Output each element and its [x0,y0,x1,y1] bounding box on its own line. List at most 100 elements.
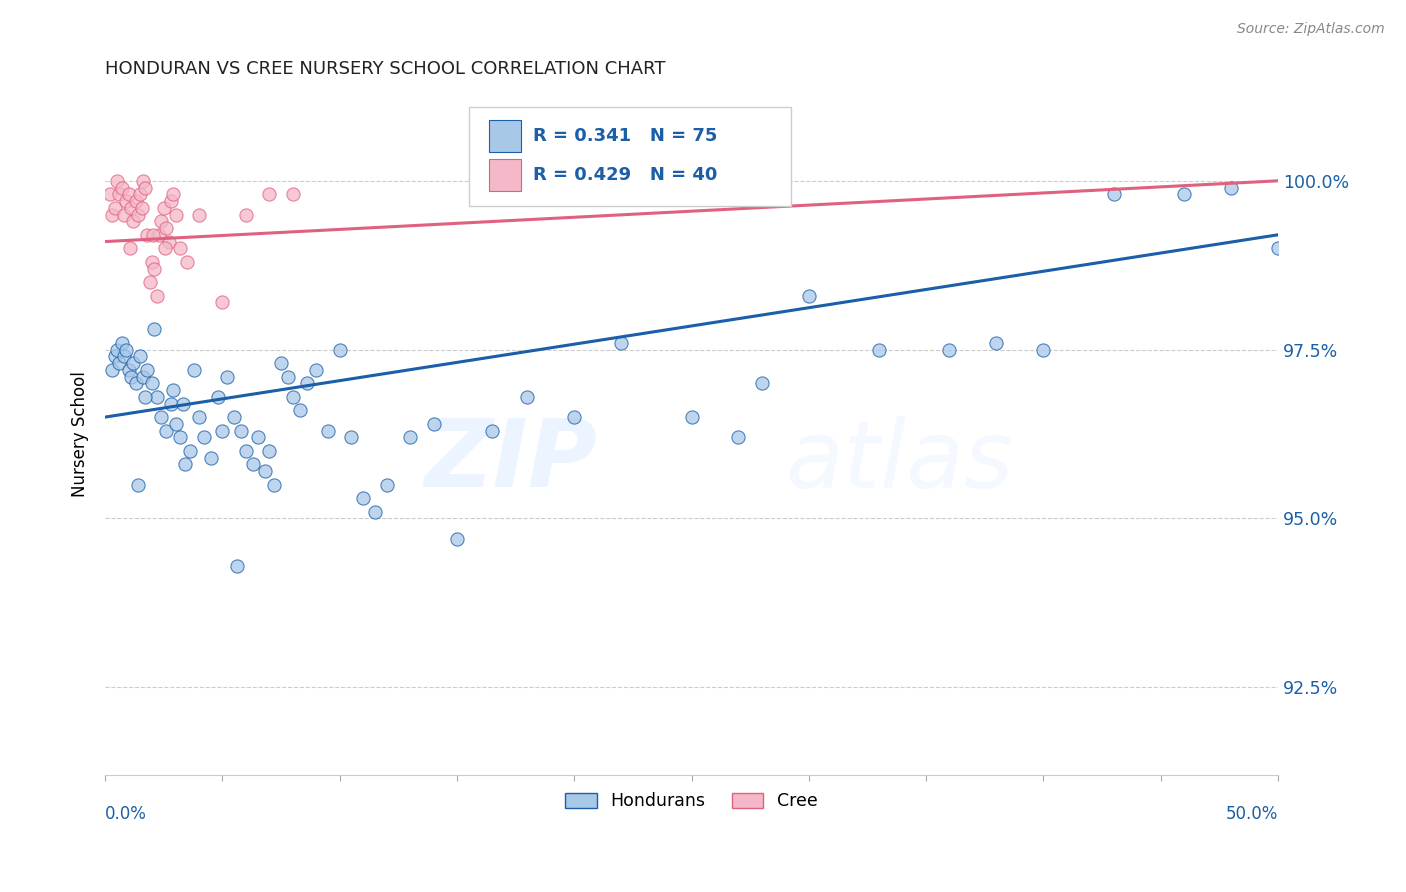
Point [235,443,257,458]
Point [1032,343,1054,357]
Point [200,450,222,465]
Point [111,180,134,194]
Point [162,187,184,202]
Point [129,349,152,363]
Point [193,430,215,444]
Point [1219,180,1241,194]
Point [108,187,131,202]
Point [751,376,773,391]
Point [727,430,749,444]
Point [340,430,363,444]
Point [305,363,328,377]
Point [610,335,633,350]
Point [136,363,159,377]
Point [183,363,205,377]
Point [112,208,135,222]
Point [516,390,538,404]
Point [112,349,135,363]
Point [1102,187,1125,202]
Point [150,410,173,425]
Point [153,201,176,215]
Y-axis label: Nursery School: Nursery School [72,371,89,497]
Point [132,174,155,188]
Point [329,343,352,357]
Point [162,383,184,397]
Point [131,201,153,215]
Point [207,390,229,404]
Point [105,174,128,188]
Point [146,390,169,404]
Point [108,356,131,370]
Point [174,458,197,472]
Point [127,208,149,222]
Point [242,458,264,472]
Point [155,221,177,235]
Text: HONDURAN VS CREE NURSERY SCHOOL CORRELATION CHART: HONDURAN VS CREE NURSERY SCHOOL CORRELAT… [105,60,665,78]
Point [165,417,187,431]
Point [263,477,285,491]
Point [217,369,239,384]
Point [125,376,148,391]
Point [375,477,398,491]
Point [295,376,318,391]
Point [562,410,585,425]
Legend: Hondurans, Cree: Hondurans, Cree [558,786,824,817]
Point [172,396,194,410]
Point [142,227,165,242]
Point [150,214,173,228]
Point [118,363,141,377]
Text: 0.0%: 0.0% [105,805,148,823]
Point [160,194,183,208]
Point [364,505,387,519]
Point [211,424,233,438]
Text: R = 0.429   N = 40: R = 0.429 N = 40 [533,166,717,184]
Point [277,369,299,384]
Point [120,369,142,384]
Point [211,295,233,310]
Point [224,410,246,425]
Point [165,208,187,222]
Point [288,403,311,417]
Point [122,214,145,228]
Point [235,208,257,222]
Point [176,255,198,269]
Point [938,343,960,357]
Text: R = 0.341   N = 75: R = 0.341 N = 75 [533,127,717,145]
FancyBboxPatch shape [468,107,792,205]
Point [281,187,304,202]
Point [139,275,162,289]
Point [169,430,191,444]
Point [868,343,890,357]
Point [246,430,269,444]
Point [259,443,281,458]
Point [422,417,444,431]
Point [352,491,374,505]
Point [104,349,127,363]
Point [259,187,281,202]
Point [1267,241,1289,255]
Point [132,369,155,384]
Point [188,410,211,425]
Point [253,464,276,478]
Point [143,261,166,276]
Point [118,241,141,255]
Point [160,396,183,410]
Point [399,430,422,444]
Point [148,227,170,242]
Text: atlas: atlas [786,416,1014,507]
Text: 50.0%: 50.0% [1226,805,1278,823]
Point [104,201,127,215]
Point [141,255,163,269]
Point [120,201,142,215]
Point [143,322,166,336]
Point [681,410,703,425]
Point [157,235,180,249]
Point [1173,187,1195,202]
Point [986,335,1008,350]
Point [118,187,141,202]
Point [98,187,121,202]
Point [115,194,138,208]
Point [129,187,152,202]
Point [122,356,145,370]
Point [155,424,177,438]
